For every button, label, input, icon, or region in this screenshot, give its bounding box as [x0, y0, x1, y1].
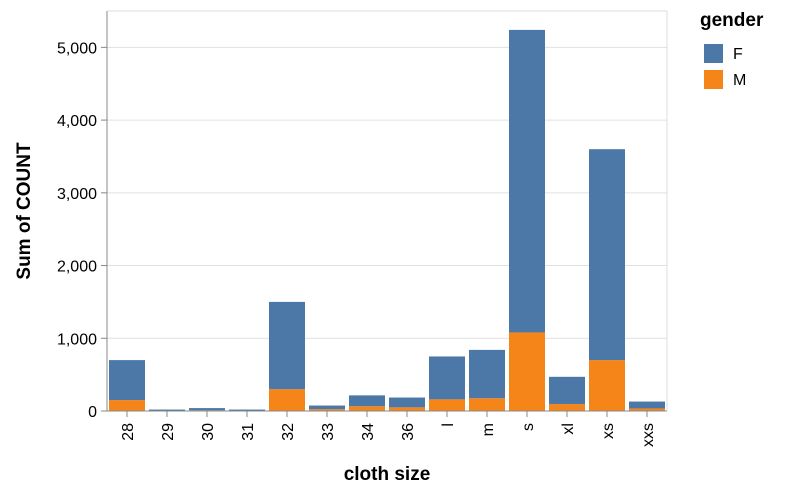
- x-tick-label: l: [440, 423, 457, 427]
- x-tick-label: m: [480, 423, 497, 436]
- x-tick-label: 28: [120, 423, 137, 441]
- bar-M-xs: [589, 360, 625, 411]
- x-ticks: 28 29 30 31 32 33 34 36 l m s xl xs xxs: [120, 411, 657, 447]
- x-tick-label: s: [520, 423, 537, 431]
- legend-swatch-F: [704, 44, 723, 63]
- bar-F-29: [149, 410, 185, 411]
- x-tick-label: 33: [320, 423, 337, 441]
- bar-F-xl: [549, 377, 585, 404]
- bar-F-m: [469, 350, 505, 398]
- bar-M-34: [349, 406, 385, 411]
- bar-F-34: [349, 395, 385, 406]
- bar-F-32: [269, 302, 305, 389]
- bar-M-28: [109, 400, 145, 411]
- legend-label-F: F: [733, 46, 743, 63]
- y-tick-label: 1,000: [57, 331, 97, 348]
- bar-M-xl: [549, 404, 585, 411]
- bar-F-30: [189, 408, 225, 410]
- y-tick-label: 0: [88, 404, 97, 421]
- bar-M-32: [269, 389, 305, 411]
- gridlines: [107, 47, 667, 338]
- x-tick-label: 32: [280, 423, 297, 441]
- axes: [107, 11, 667, 411]
- bar-F-33: [309, 406, 345, 410]
- bar-F-28: [109, 360, 145, 400]
- y-axis-title: Sum of COUNT: [14, 142, 35, 280]
- bar-F-36: [389, 398, 425, 408]
- x-tick-label: 29: [160, 423, 177, 441]
- bar-F-s: [509, 30, 545, 333]
- bar-F-xs: [589, 149, 625, 360]
- legend-label-M: M: [733, 72, 746, 89]
- bar-F-xxs: [629, 402, 665, 409]
- x-tick-label: 31: [240, 423, 257, 441]
- bar-F-31: [229, 410, 265, 411]
- x-tick-label: xxs: [640, 423, 657, 447]
- legend-entries: FM: [704, 44, 746, 89]
- legend-swatch-M: [704, 70, 723, 89]
- x-tick-label: xl: [560, 423, 577, 435]
- y-tick-label: 2,000: [57, 259, 97, 276]
- y-tick-label: 3,000: [57, 186, 97, 203]
- bar-F-l: [429, 356, 465, 399]
- bar-M-m: [469, 398, 505, 411]
- bar-M-s: [509, 332, 545, 411]
- legend-title: gender: [700, 10, 764, 31]
- x-tick-label: 30: [200, 423, 217, 441]
- x-tick-label: 34: [360, 423, 377, 441]
- y-tick-label: 5,000: [57, 40, 97, 57]
- bars: [109, 30, 665, 411]
- legend: gender FM: [700, 10, 764, 89]
- y-tick-label: 4,000: [57, 113, 97, 130]
- x-tick-label: 36: [400, 423, 417, 441]
- x-tick-label: xs: [600, 423, 617, 439]
- bar-M-l: [429, 399, 465, 411]
- y-ticks: 0 1,000 2,000 3,000 4,000 5,000: [57, 40, 107, 421]
- x-axis-title: cloth size: [344, 464, 431, 485]
- bar-M-36: [389, 407, 425, 411]
